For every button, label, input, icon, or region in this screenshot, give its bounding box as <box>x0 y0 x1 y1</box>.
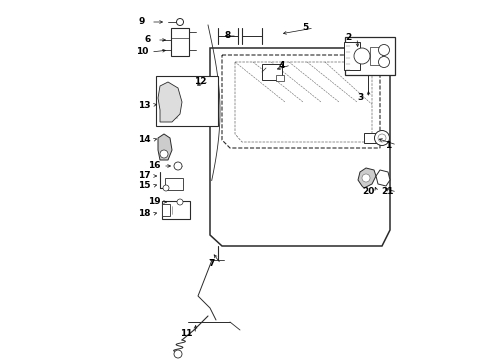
Circle shape <box>174 162 182 170</box>
Text: 8: 8 <box>225 31 231 40</box>
Bar <box>171 28 189 56</box>
Bar <box>262 64 282 80</box>
Bar <box>165 178 183 190</box>
Bar <box>162 204 170 216</box>
Circle shape <box>177 199 183 205</box>
Bar <box>156 76 218 126</box>
Text: 3: 3 <box>357 94 363 103</box>
Text: 19: 19 <box>147 198 160 207</box>
Bar <box>276 75 284 81</box>
Bar <box>364 133 384 143</box>
Text: 12: 12 <box>194 77 206 86</box>
Text: 6: 6 <box>145 36 151 45</box>
Text: 20: 20 <box>362 188 374 197</box>
Circle shape <box>362 174 370 182</box>
Text: 5: 5 <box>302 23 308 32</box>
Bar <box>344 42 360 70</box>
Text: 17: 17 <box>138 171 150 180</box>
Circle shape <box>160 150 168 158</box>
Circle shape <box>176 18 183 26</box>
Text: 21: 21 <box>382 188 394 197</box>
Circle shape <box>378 57 390 68</box>
Bar <box>370 47 382 65</box>
Bar <box>345 37 395 75</box>
Text: 9: 9 <box>139 18 145 27</box>
Text: 4: 4 <box>279 60 285 69</box>
Polygon shape <box>158 82 182 122</box>
Circle shape <box>163 185 169 191</box>
Polygon shape <box>358 168 376 188</box>
Text: 14: 14 <box>138 135 150 144</box>
Text: 18: 18 <box>138 210 150 219</box>
Text: 13: 13 <box>138 100 150 109</box>
Circle shape <box>374 130 390 145</box>
Text: 7: 7 <box>209 260 215 269</box>
Text: 1: 1 <box>385 140 391 149</box>
Polygon shape <box>376 170 390 186</box>
Circle shape <box>354 48 370 64</box>
Circle shape <box>378 134 386 142</box>
Bar <box>162 201 190 219</box>
Text: 15: 15 <box>138 181 150 190</box>
Text: 11: 11 <box>180 329 192 338</box>
Polygon shape <box>158 134 172 160</box>
Circle shape <box>174 350 182 358</box>
Text: 10: 10 <box>136 48 148 57</box>
Text: 16: 16 <box>148 162 160 171</box>
Circle shape <box>378 45 390 55</box>
Text: 2: 2 <box>345 33 351 42</box>
